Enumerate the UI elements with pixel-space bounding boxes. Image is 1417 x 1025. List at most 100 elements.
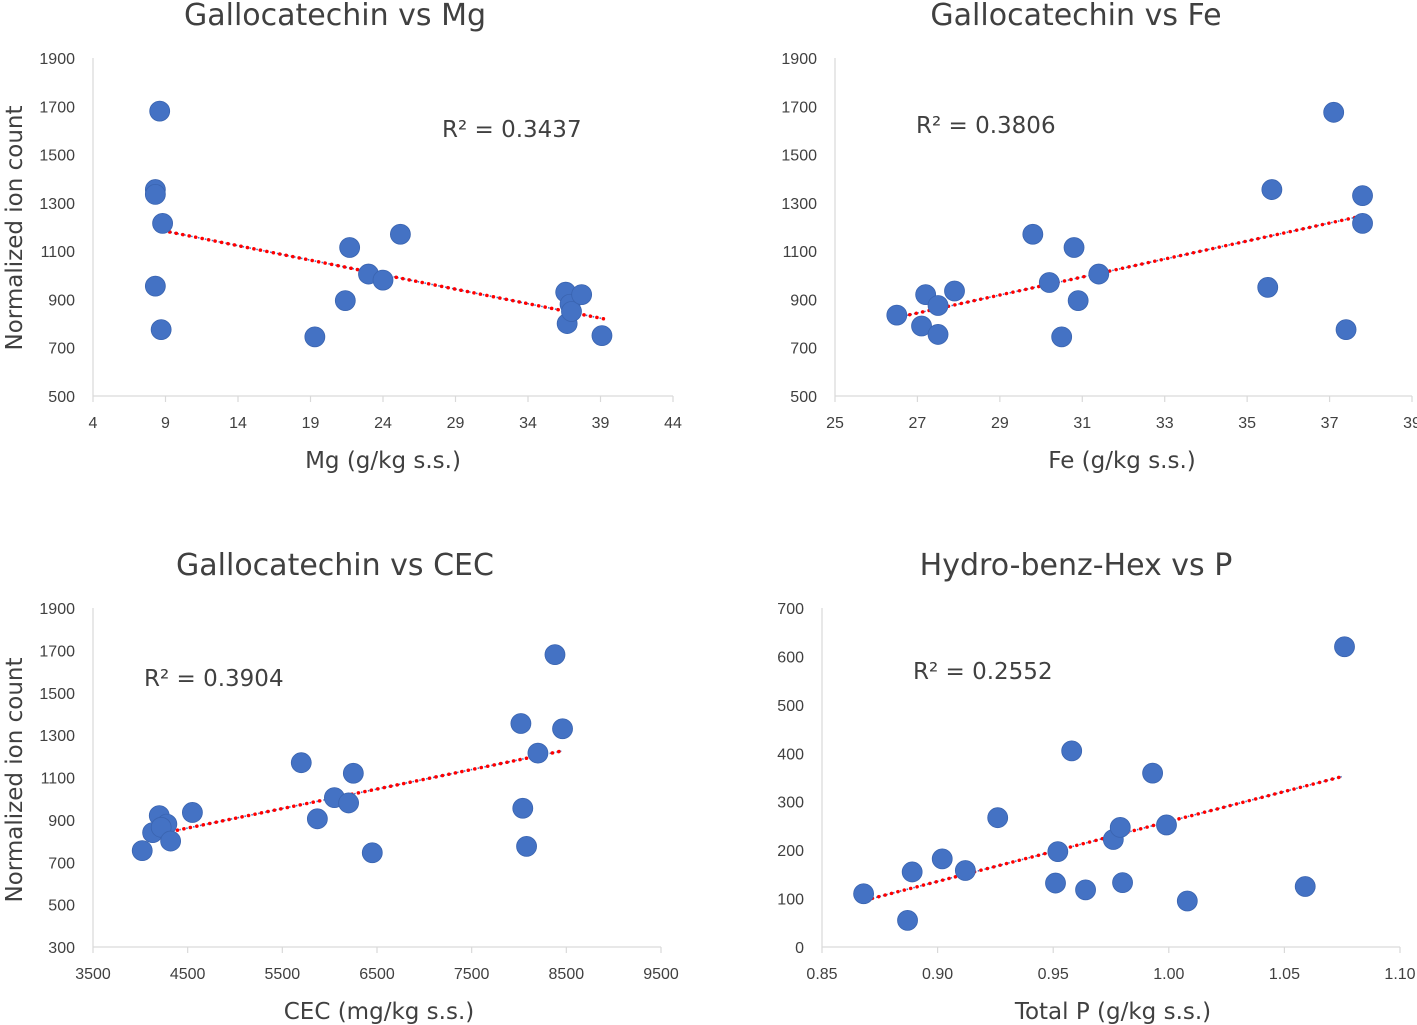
- y-tick-label: 300: [777, 795, 804, 812]
- x-axis-label: CEC (mg/kg s.s.): [284, 999, 474, 1025]
- y-tick-label: 900: [790, 292, 817, 309]
- x-tick-label: 37: [1321, 415, 1339, 432]
- data-point: [1063, 237, 1085, 258]
- r-squared-label: R² = 0.3437: [442, 117, 582, 143]
- data-point: [561, 301, 582, 322]
- x-tick-label: 39: [592, 415, 610, 432]
- chart-panel-mg: Gallocatechin vs Mg Normalized ion count…: [2, 0, 682, 474]
- y-tick-label: 1300: [39, 728, 75, 745]
- y-tick-label: 700: [777, 601, 804, 618]
- x-tick-label: 9: [161, 415, 170, 432]
- data-point: [552, 718, 573, 740]
- data-point: [853, 883, 875, 905]
- data-point: [149, 100, 171, 122]
- data-point: [338, 792, 360, 814]
- chart-panel-p: Hydro-benz-Hex vs P Total P (g/kg s.s.) …: [777, 548, 1415, 1025]
- data-point: [1156, 814, 1177, 836]
- data-point: [510, 713, 532, 734]
- data-point: [1323, 101, 1345, 123]
- x-tick-label: 5500: [265, 966, 301, 983]
- data-point: [150, 319, 172, 341]
- data-point: [290, 752, 312, 774]
- data-point: [954, 860, 976, 881]
- x-tick-label: 14: [229, 415, 247, 432]
- x-ticks: 3500 4500 5500 6500 7500 8500 9500: [75, 947, 679, 983]
- r-squared-label: R² = 0.2552: [913, 659, 1053, 685]
- data-point: [144, 184, 166, 205]
- y-tick-label: 0: [795, 940, 804, 957]
- y-tick-label: 1700: [39, 643, 75, 660]
- trendline: [895, 213, 1369, 320]
- data-point: [144, 275, 166, 297]
- x-tick-label: 1.10: [1384, 966, 1415, 983]
- data-point: [1352, 212, 1373, 234]
- y-tick-label: 1900: [781, 51, 817, 68]
- y-tick-label: 600: [777, 649, 804, 666]
- x-tick-label: 4500: [170, 966, 206, 983]
- data-point: [544, 644, 566, 666]
- data-point: [512, 797, 534, 819]
- data-point: [160, 830, 182, 852]
- data-point: [1142, 762, 1164, 784]
- y-tick-label: 1100: [41, 771, 76, 788]
- chart-title: Gallocatechin vs Mg: [184, 0, 486, 33]
- data-point: [897, 909, 918, 931]
- x-tick-label: 33: [1156, 415, 1174, 432]
- x-tick-label: 0.95: [1038, 966, 1069, 983]
- data-point: [571, 284, 593, 306]
- y-tick-label: 1500: [39, 148, 75, 165]
- data-point: [1176, 890, 1198, 912]
- x-tick-label: 35: [1238, 415, 1256, 432]
- y-tick-label: 100: [777, 892, 804, 909]
- data-point: [927, 295, 949, 316]
- y-tick-label: 200: [777, 843, 804, 860]
- y-tick-label: 1300: [781, 196, 817, 213]
- data-point: [516, 835, 537, 857]
- x-ticks: 0.85 0.90 0.95 1.00 1.05 1.10: [806, 947, 1416, 983]
- data-point: [152, 212, 174, 234]
- data-point: [944, 280, 965, 302]
- data-point: [1112, 872, 1133, 893]
- chart-title: Hydro-benz-Hex vs P: [920, 548, 1233, 583]
- y-tick-label: 500: [777, 698, 804, 715]
- y-tick-label: 500: [48, 389, 75, 406]
- y-tick-label: 500: [48, 898, 75, 915]
- data-point: [1038, 272, 1060, 293]
- y-tick-label: 500: [790, 389, 817, 406]
- y-ticks: 300 500 700 900 1100 1300 1500 1700 1900: [39, 601, 75, 957]
- y-ticks: 0 100 200 300 400 500 600 700: [777, 601, 804, 957]
- data-point: [1335, 319, 1357, 341]
- data-point: [1294, 876, 1316, 897]
- y-tick-label: 1900: [39, 51, 75, 68]
- x-tick-label: 3500: [75, 966, 111, 983]
- y-tick-label: 900: [48, 813, 75, 830]
- data-point: [306, 808, 328, 830]
- y-tick-label: 900: [48, 292, 75, 309]
- y-axis-label: Normalized ion count: [2, 106, 28, 351]
- data-points: [144, 100, 613, 348]
- r-squared-label: R² = 0.3806: [916, 113, 1056, 139]
- x-tick-label: 19: [302, 415, 320, 432]
- data-point: [304, 326, 326, 348]
- x-axis-label: Mg (g/kg s.s.): [305, 448, 461, 474]
- x-tick-label: 1.05: [1269, 966, 1300, 983]
- x-tick-label: 25: [826, 415, 844, 432]
- data-point: [901, 861, 923, 883]
- data-point: [1088, 263, 1110, 285]
- y-tick-label: 1700: [39, 99, 75, 116]
- y-tick-label: 1900: [39, 601, 75, 618]
- chart-title: Gallocatechin vs CEC: [176, 548, 494, 583]
- x-tick-label: 24: [374, 415, 392, 432]
- data-point: [1352, 185, 1373, 207]
- data-point: [1261, 179, 1283, 200]
- data-point: [181, 802, 203, 823]
- x-tick-label: 27: [909, 415, 927, 432]
- data-point: [987, 807, 1009, 829]
- r-squared-label: R² = 0.3904: [144, 666, 284, 692]
- y-tick-label: 1100: [41, 244, 76, 261]
- x-axis-label: Fe (g/kg s.s.): [1048, 448, 1196, 474]
- y-tick-label: 1300: [39, 196, 75, 213]
- y-tick-label: 400: [777, 746, 804, 763]
- y-tick-label: 300: [48, 940, 75, 957]
